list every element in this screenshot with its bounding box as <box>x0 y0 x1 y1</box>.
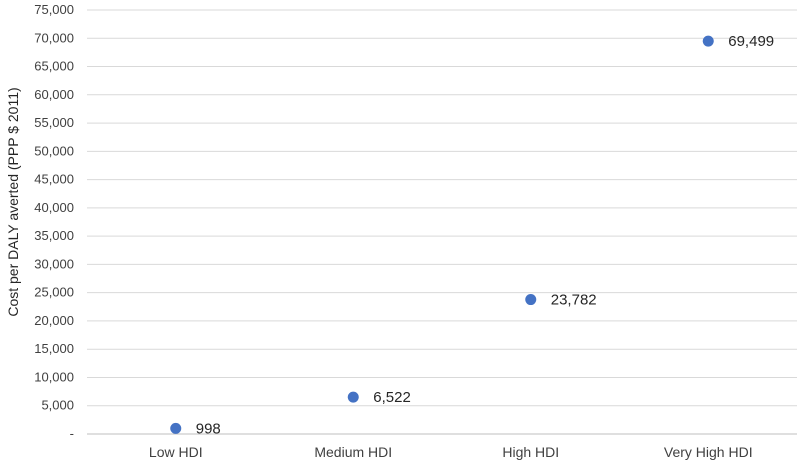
data-labels: 998 6,522 23,782 69,499 <box>196 33 774 437</box>
x-axis-categories: Low HDI Medium HDI High HDI Very High HDI <box>149 444 753 460</box>
y-tick-label: 35,000 <box>34 228 74 243</box>
data-label: 6,522 <box>373 389 411 406</box>
x-category-label: Medium HDI <box>314 444 392 460</box>
y-tick-label: 10,000 <box>34 369 74 384</box>
x-category-label: High HDI <box>502 444 559 460</box>
data-label: 23,782 <box>551 292 597 309</box>
y-tick-label: 5,000 <box>41 398 74 413</box>
data-points <box>170 35 714 434</box>
y-axis-ticks: - 5,000 10,000 15,000 20,000 25,000 30,000 35,0… <box>34 2 74 441</box>
data-point <box>347 391 359 403</box>
gridlines <box>87 9 797 435</box>
x-category-label: Very High HDI <box>664 444 753 460</box>
data-point <box>702 35 714 47</box>
y-axis-title: Cost per DALY averted (PPP $ 2011) <box>5 87 21 316</box>
data-point <box>170 422 182 434</box>
y-tick-label: 20,000 <box>34 313 74 328</box>
y-tick-label: 55,000 <box>34 115 74 130</box>
y-tick-label: - <box>70 426 74 441</box>
data-label: 69,499 <box>728 33 774 50</box>
y-tick-label: 50,000 <box>34 143 74 158</box>
data-label: 998 <box>196 420 221 437</box>
y-tick-label: 25,000 <box>34 285 74 300</box>
y-tick-label: 15,000 <box>34 341 74 356</box>
data-point <box>525 294 537 306</box>
y-tick-label: 30,000 <box>34 256 74 271</box>
y-tick-label: 40,000 <box>34 200 74 215</box>
y-tick-label: 70,000 <box>34 30 74 45</box>
x-category-label: Low HDI <box>149 444 203 460</box>
y-tick-label: 75,000 <box>34 2 74 17</box>
y-tick-label: 65,000 <box>34 59 74 74</box>
y-tick-label: 60,000 <box>34 87 74 102</box>
y-tick-label: 45,000 <box>34 172 74 187</box>
